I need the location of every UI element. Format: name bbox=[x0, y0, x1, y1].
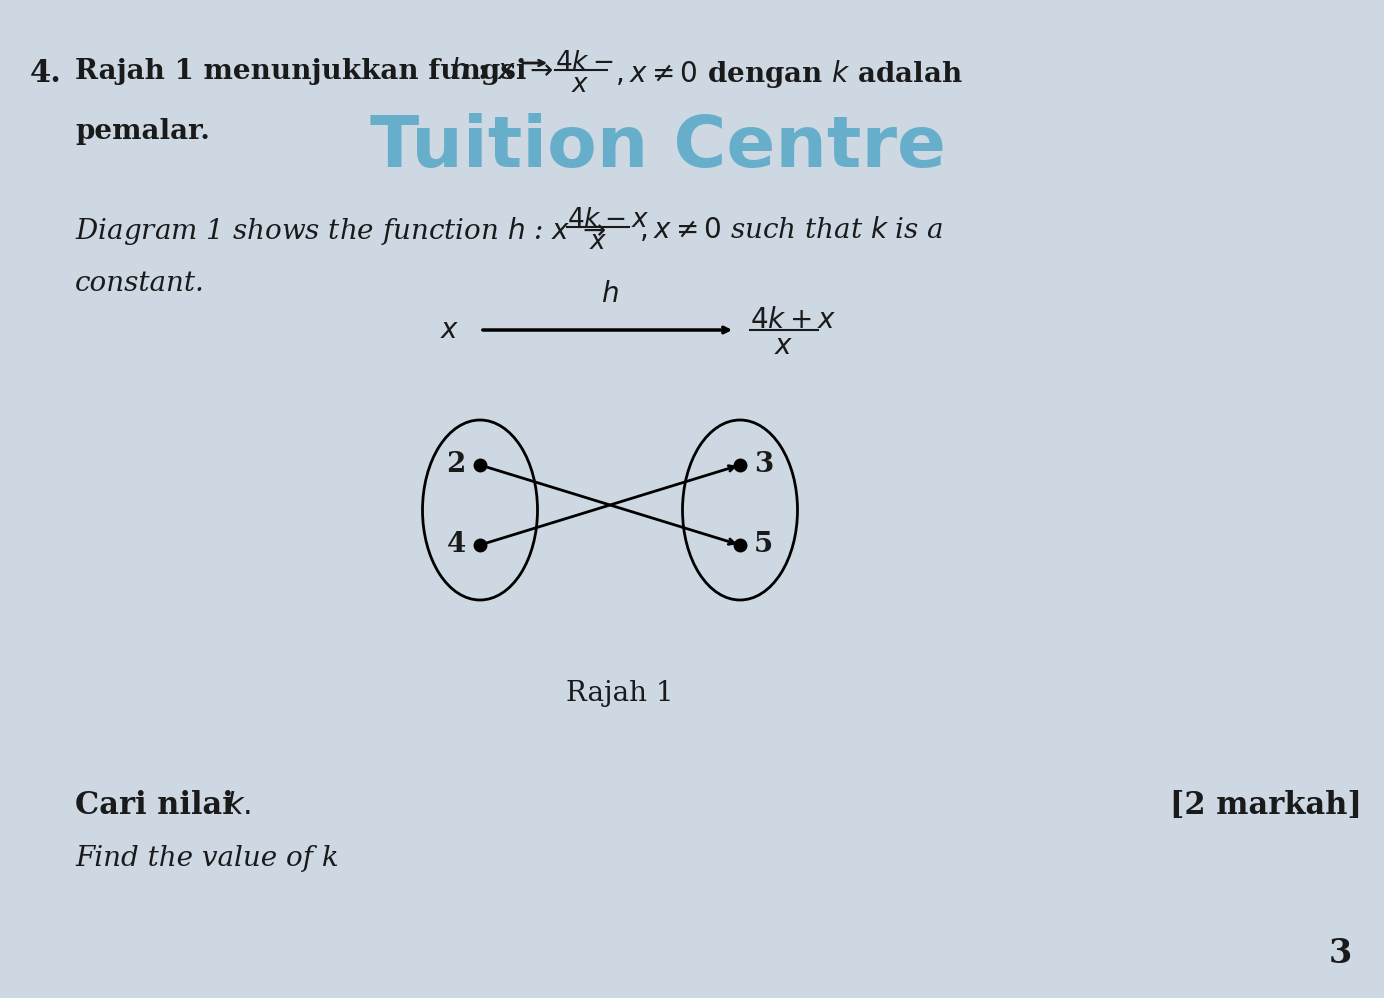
Text: $4k-x$: $4k-x$ bbox=[567, 207, 649, 232]
Text: Find the value of k: Find the value of k bbox=[75, 845, 339, 872]
Text: $4k+x$: $4k+x$ bbox=[750, 307, 836, 334]
Text: 3: 3 bbox=[1329, 937, 1352, 970]
Text: $k.$: $k.$ bbox=[226, 790, 251, 821]
Text: $4k-$: $4k-$ bbox=[555, 50, 613, 75]
Text: [2 markah]: [2 markah] bbox=[1169, 790, 1362, 821]
Text: Rajah 1: Rajah 1 bbox=[566, 680, 674, 707]
Text: $x$: $x$ bbox=[440, 316, 459, 343]
Text: Diagram 1 shows the function $h$ : $x$ $\rightarrow$: Diagram 1 shows the function $h$ : $x$ $… bbox=[75, 215, 606, 247]
Text: $, x\neq 0$ such that $k$ is a: $, x\neq 0$ such that $k$ is a bbox=[639, 215, 944, 244]
Text: : $x$ $\rightarrow$: : $x$ $\rightarrow$ bbox=[468, 58, 554, 85]
Text: Rajah 1 menunjukkan fungsi: Rajah 1 menunjukkan fungsi bbox=[75, 58, 536, 85]
Text: pemalar.: pemalar. bbox=[75, 118, 210, 145]
Text: 2: 2 bbox=[447, 451, 466, 478]
Text: $,x\neq 0$ dengan $k$ adalah: $,x\neq 0$ dengan $k$ adalah bbox=[614, 58, 963, 90]
Text: $x$: $x$ bbox=[572, 72, 590, 97]
Text: 4.: 4. bbox=[30, 58, 62, 89]
Text: 3: 3 bbox=[754, 451, 774, 478]
Text: Tuition Centre: Tuition Centre bbox=[370, 113, 947, 182]
Text: constant.: constant. bbox=[75, 270, 205, 297]
Text: $h$: $h$ bbox=[450, 58, 468, 85]
Text: 5: 5 bbox=[754, 532, 774, 559]
Text: Cari nilai: Cari nilai bbox=[75, 790, 245, 821]
Text: $h$: $h$ bbox=[601, 281, 619, 308]
Text: 4: 4 bbox=[447, 532, 466, 559]
Text: $x$: $x$ bbox=[590, 229, 608, 254]
Text: $x$: $x$ bbox=[774, 333, 793, 360]
